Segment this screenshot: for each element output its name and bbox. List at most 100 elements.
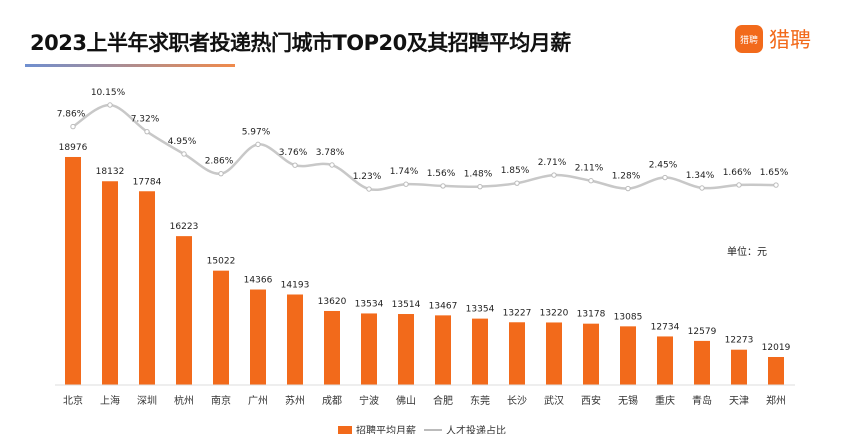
line-point	[551, 172, 557, 178]
x-tick-label: 合肥	[433, 394, 453, 407]
bar-value-label: 14193	[281, 280, 310, 290]
liepin-logo-text: 猎聘	[769, 28, 811, 52]
line-point	[292, 162, 298, 168]
line-point	[699, 185, 705, 191]
line-value-label: 2.86%	[205, 157, 234, 167]
line-value-label: 1.56%	[427, 169, 456, 179]
bar	[694, 340, 710, 385]
line-value-label: 1.74%	[390, 167, 419, 177]
bar-value-label: 12273	[725, 336, 754, 346]
line-point	[736, 182, 742, 188]
x-tick-label: 西安	[581, 394, 601, 407]
bar	[620, 326, 636, 385]
x-tick-label: 武汉	[544, 394, 564, 407]
legend-bar-label: 招聘平均月薪	[356, 426, 416, 434]
line-value-label: 4.95%	[168, 137, 197, 147]
x-tick-label: 长沙	[507, 395, 527, 407]
line-value-label: 7.32%	[131, 115, 160, 125]
bar-value-label: 15022	[207, 257, 236, 267]
line-point	[144, 128, 150, 135]
line-point	[181, 151, 187, 157]
line-value-label: 1.34%	[686, 171, 715, 181]
bar	[102, 181, 118, 385]
line-value-label: 1.85%	[501, 166, 530, 176]
x-tick-label: 无锡	[618, 394, 638, 407]
line-value-label: 1.28%	[612, 172, 641, 182]
bar-value-label: 14366	[244, 276, 273, 286]
x-tick-label: 深圳	[137, 395, 157, 407]
x-tick-label: 郑州	[766, 394, 786, 407]
line-value-label: 2.45%	[649, 161, 678, 171]
line-point	[70, 123, 76, 130]
unit-label: 单位：元	[727, 247, 767, 258]
line-value-label: 1.65%	[760, 168, 789, 178]
bar-value-label: 13620	[318, 297, 347, 307]
x-tick-label: 北京	[63, 394, 83, 407]
bar	[657, 336, 673, 385]
bar	[176, 236, 192, 385]
bar	[361, 313, 377, 385]
line-value-label: 7.86%	[57, 110, 86, 120]
bar	[139, 191, 155, 385]
bar-value-label: 12734	[651, 322, 680, 332]
bar-value-label: 18976	[59, 143, 88, 153]
x-tick-label: 佛山	[396, 394, 416, 407]
x-tick-label: 苏州	[285, 394, 305, 407]
line-value-label: 1.23%	[353, 172, 382, 182]
bar	[731, 349, 747, 385]
line-point	[440, 183, 446, 189]
line-point	[255, 141, 261, 148]
line-point	[662, 174, 668, 181]
line-point	[366, 186, 372, 192]
bar	[398, 314, 414, 385]
bar-value-label: 17784	[133, 177, 162, 187]
bar-value-label: 13467	[429, 301, 458, 311]
bar-value-label: 13220	[540, 308, 569, 318]
x-tick-label: 天津	[729, 395, 749, 407]
line-value-label: 5.97%	[242, 127, 271, 137]
bar	[435, 315, 451, 385]
bar-value-label: 18132	[96, 167, 125, 177]
line-value-label: 10.15%	[91, 88, 126, 98]
line-point	[773, 182, 779, 188]
x-tick-label: 东莞	[470, 394, 490, 407]
legend-line-label: 人才投递占比	[446, 426, 506, 434]
bar	[324, 310, 340, 385]
page-title: 2023上半年求职者投递热门城市TOP20及其招聘平均月薪	[30, 31, 571, 55]
line-point	[588, 178, 594, 184]
bar	[546, 322, 562, 385]
line-value-label: 2.71%	[538, 158, 567, 168]
bar-value-label: 13227	[503, 308, 532, 318]
line-value-label: 3.76%	[279, 148, 308, 158]
line-point	[477, 183, 483, 190]
bar	[583, 323, 599, 385]
bar	[213, 270, 229, 385]
line-series	[72, 103, 777, 192]
bar	[65, 156, 81, 385]
x-tick-label: 成都	[322, 395, 342, 407]
bar	[287, 294, 303, 385]
x-tick-label: 宁波	[359, 394, 379, 407]
line-point	[514, 180, 520, 186]
bar	[509, 322, 525, 385]
line-point	[218, 170, 224, 177]
x-tick-label: 杭州	[174, 394, 194, 407]
bar-value-label: 13354	[466, 305, 495, 315]
bar-value-label: 13514	[392, 300, 421, 310]
title-underline	[25, 64, 235, 67]
bar-value-label: 12579	[688, 327, 717, 337]
line-point	[107, 102, 113, 108]
bar-value-label: 13085	[614, 312, 643, 322]
bar	[768, 356, 784, 385]
line-value-label: 1.48%	[464, 170, 493, 180]
legend-bar-swatch	[338, 425, 352, 434]
line-value-label: 2.11%	[575, 164, 604, 174]
bar	[250, 289, 266, 385]
bar-value-label: 13534	[355, 299, 384, 309]
x-tick-label: 广州	[248, 395, 268, 407]
x-tick-label: 南京	[211, 394, 231, 407]
x-tick-label: 重庆	[655, 394, 675, 407]
x-tick-label: 青岛	[692, 394, 712, 407]
